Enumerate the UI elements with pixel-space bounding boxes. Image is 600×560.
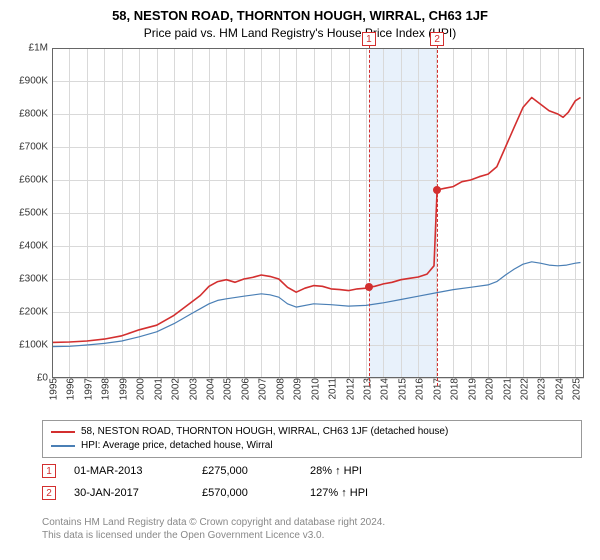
y-tick-label: £900K — [19, 76, 52, 87]
legend-item-price_paid: 58, NESTON ROAD, THORNTON HOUGH, WIRRAL,… — [51, 425, 573, 439]
x-tick-label: 2009 — [289, 378, 304, 400]
x-tick-label: 1995 — [45, 378, 60, 400]
x-tick-label: 2019 — [463, 378, 478, 400]
marker-box-1: 1 — [362, 32, 376, 46]
x-tick-label: 2012 — [341, 378, 356, 400]
x-tick-label: 2011 — [324, 378, 339, 400]
x-tick-label: 2014 — [376, 378, 391, 400]
marker-line-1 — [369, 40, 370, 386]
sale-point — [365, 283, 373, 291]
x-tick-label: 2020 — [481, 378, 496, 400]
marker-box-2: 2 — [430, 32, 444, 46]
footer-line-1: Contains HM Land Registry data © Crown c… — [42, 516, 385, 529]
y-tick-label: £400K — [19, 241, 52, 252]
series-hpi — [52, 262, 581, 347]
x-tick-label: 2003 — [184, 378, 199, 400]
x-tick-label: 2008 — [271, 378, 286, 400]
series-price_paid — [52, 98, 581, 343]
x-tick-label: 2005 — [219, 378, 234, 400]
x-tick-label: 2013 — [358, 378, 373, 400]
footer-line-2: This data is licensed under the Open Gov… — [42, 529, 385, 542]
sale-delta: 127% ↑ HPI — [310, 487, 368, 499]
x-tick-label: 2015 — [393, 378, 408, 400]
chart-title: 58, NESTON ROAD, THORNTON HOUGH, WIRRAL,… — [0, 0, 600, 24]
chart-container: 58, NESTON ROAD, THORNTON HOUGH, WIRRAL,… — [0, 0, 600, 560]
legend-label: HPI: Average price, detached house, Wirr… — [81, 439, 273, 453]
sale-date: 01-MAR-2013 — [74, 465, 184, 477]
x-tick-label: 2006 — [236, 378, 251, 400]
y-tick-label: £200K — [19, 307, 52, 318]
x-tick-label: 2021 — [498, 378, 513, 400]
y-tick-label: £500K — [19, 208, 52, 219]
y-tick-label: £800K — [19, 109, 52, 120]
x-tick-label: 1999 — [114, 378, 129, 400]
x-tick-label: 2002 — [167, 378, 182, 400]
series-lines — [52, 48, 584, 378]
x-tick-label: 2025 — [568, 378, 583, 400]
x-tick-label: 1997 — [79, 378, 94, 400]
legend: 58, NESTON ROAD, THORNTON HOUGH, WIRRAL,… — [42, 420, 582, 458]
sale-price: £570,000 — [202, 487, 292, 499]
legend-swatch — [51, 431, 75, 433]
x-tick-label: 2010 — [306, 378, 321, 400]
license-footer: Contains HM Land Registry data © Crown c… — [42, 516, 385, 542]
x-tick-label: 2001 — [149, 378, 164, 400]
x-tick-label: 2022 — [515, 378, 530, 400]
sale-price: £275,000 — [202, 465, 292, 477]
y-tick-label: £100K — [19, 340, 52, 351]
sale-date: 30-JAN-2017 — [74, 487, 184, 499]
chart-subtitle: Price paid vs. HM Land Registry's House … — [0, 24, 600, 40]
x-tick-label: 2018 — [446, 378, 461, 400]
y-tick-label: £1M — [29, 43, 52, 54]
sale-marker-1: 1 — [42, 464, 56, 478]
x-tick-label: 2017 — [428, 378, 443, 400]
x-tick-label: 1998 — [97, 378, 112, 400]
x-tick-label: 2000 — [132, 378, 147, 400]
legend-swatch — [51, 445, 75, 447]
legend-label: 58, NESTON ROAD, THORNTON HOUGH, WIRRAL,… — [81, 425, 448, 439]
sale-row-1: 1 01-MAR-2013 £275,000 28% ↑ HPI — [42, 464, 362, 478]
x-tick-label: 2004 — [201, 378, 216, 400]
marker-line-2 — [437, 40, 438, 386]
sale-delta: 28% ↑ HPI — [310, 465, 362, 477]
y-tick-label: £700K — [19, 142, 52, 153]
y-tick-label: £600K — [19, 175, 52, 186]
sale-row-2: 2 30-JAN-2017 £570,000 127% ↑ HPI — [42, 486, 368, 500]
y-tick-label: £300K — [19, 274, 52, 285]
sale-point — [433, 186, 441, 194]
x-tick-label: 2024 — [550, 378, 565, 400]
sale-marker-2: 2 — [42, 486, 56, 500]
x-tick-label: 2023 — [533, 378, 548, 400]
x-tick-label: 2016 — [411, 378, 426, 400]
x-tick-label: 1996 — [62, 378, 77, 400]
legend-item-hpi: HPI: Average price, detached house, Wirr… — [51, 439, 573, 453]
x-tick-label: 2007 — [254, 378, 269, 400]
plot-area: £0£100K£200K£300K£400K£500K£600K£700K£80… — [52, 48, 584, 378]
